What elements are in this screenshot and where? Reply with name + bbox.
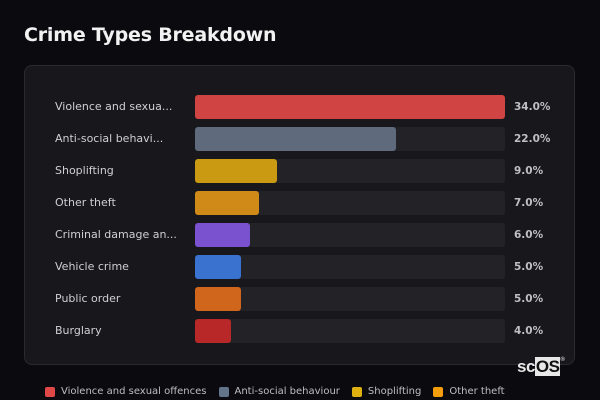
bar-track	[195, 319, 505, 343]
bar-value: 5.0%	[514, 261, 544, 273]
bar-fill[interactable]	[195, 127, 396, 151]
bar-value: 7.0%	[514, 197, 544, 209]
bar-label: Shoplifting	[55, 164, 114, 177]
bar-row[interactable]: Vehicle crime 5.0%	[25, 255, 574, 279]
legend-label: Violence and sexual offences	[61, 386, 207, 397]
legend-swatch	[433, 386, 444, 397]
bar-row[interactable]: Anti-social behavi... 22.0%	[25, 127, 574, 151]
logo-prefix: sc	[517, 357, 535, 376]
legend-item[interactable]: Violence and sexual offences	[45, 386, 207, 397]
registered-mark: ®	[560, 357, 565, 363]
bar-value: 6.0%	[514, 229, 544, 241]
bar-row[interactable]: Shoplifting 9.0%	[25, 159, 574, 183]
bar-row[interactable]: Burglary 4.0%	[25, 319, 574, 343]
bar-label: Anti-social behavi...	[55, 132, 164, 145]
bar-label: Criminal damage an...	[55, 228, 177, 241]
bar-fill[interactable]	[195, 159, 278, 183]
bar-fill[interactable]	[195, 319, 232, 343]
bar-value: 34.0%	[514, 101, 551, 113]
bar-label: Burglary	[55, 324, 102, 337]
legend-swatch	[218, 386, 229, 397]
chart-card: Violence and sexua... 34.0% Anti-social be…	[24, 65, 575, 365]
legend-item[interactable]: Anti-social behaviour	[218, 386, 340, 397]
bar-label: Vehicle crime	[55, 260, 129, 273]
bar-row[interactable]: Public order 5.0%	[25, 287, 574, 311]
bar-fill[interactable]	[195, 191, 259, 215]
bar-fill[interactable]	[195, 223, 250, 247]
bar-track	[195, 287, 505, 311]
bar-track	[195, 127, 505, 151]
bar-value: 22.0%	[514, 133, 551, 145]
bar-track	[195, 255, 505, 279]
legend-item[interactable]: Other theft	[433, 386, 505, 397]
bar-value: 9.0%	[514, 165, 544, 177]
bar-value: 4.0%	[514, 325, 544, 337]
legend-swatch	[351, 386, 362, 397]
logo-highlight: OS	[534, 357, 561, 376]
chart-legend: Violence and sexual offences Anti-social …	[45, 386, 505, 397]
bar-label: Other theft	[55, 196, 116, 209]
legend-label: Shoplifting	[367, 386, 422, 397]
scos-logo: scOS®	[517, 357, 565, 377]
bar-row[interactable]: Other theft 7.0%	[25, 191, 574, 215]
bar-track	[195, 159, 505, 183]
bar-label: Violence and sexua...	[55, 100, 173, 113]
legend-label: Anti-social behaviour	[234, 386, 340, 397]
bar-track	[195, 95, 505, 119]
bar-value: 5.0%	[514, 293, 544, 305]
page-title: Crime Types Breakdown	[24, 24, 277, 46]
legend-item[interactable]: Shoplifting	[351, 386, 422, 397]
bar-fill[interactable]	[195, 255, 241, 279]
bar-label: Public order	[55, 292, 121, 305]
bar-row[interactable]: Violence and sexua... 34.0%	[25, 95, 574, 119]
legend-swatch	[45, 386, 55, 397]
bar-fill[interactable]	[195, 287, 241, 311]
bar-fill[interactable]	[195, 95, 505, 119]
bar-track	[195, 191, 505, 215]
bar-track	[195, 223, 505, 247]
bar-row[interactable]: Criminal damage an... 6.0%	[25, 223, 574, 247]
legend-label: Other theft	[449, 386, 505, 397]
